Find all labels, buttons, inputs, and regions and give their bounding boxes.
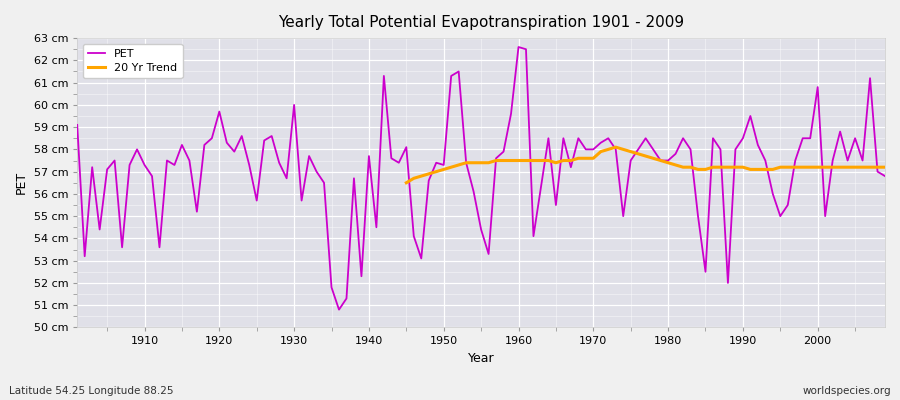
PET xyxy=(334,307,345,312)
PET xyxy=(528,234,539,238)
Text: Latitude 54.25 Longitude 88.25: Latitude 54.25 Longitude 88.25 xyxy=(9,386,174,396)
20 Yr Trend xyxy=(879,165,890,170)
Line: PET: PET xyxy=(77,47,885,310)
Line: 20 Yr Trend: 20 Yr Trend xyxy=(406,147,885,183)
Legend: PET, 20 Yr Trend: PET, 20 Yr Trend xyxy=(83,44,183,78)
20 Yr Trend xyxy=(655,158,666,163)
Y-axis label: PET: PET xyxy=(15,171,28,194)
PET xyxy=(72,122,83,127)
20 Yr Trend xyxy=(400,180,411,185)
20 Yr Trend xyxy=(610,145,621,150)
20 Yr Trend xyxy=(820,165,831,170)
PET xyxy=(617,214,628,218)
PET xyxy=(879,174,890,178)
PET xyxy=(513,45,524,50)
X-axis label: Year: Year xyxy=(468,352,494,365)
PET xyxy=(348,176,359,181)
Title: Yearly Total Potential Evapotranspiration 1901 - 2009: Yearly Total Potential Evapotranspiratio… xyxy=(278,15,684,30)
20 Yr Trend xyxy=(513,158,524,163)
Text: worldspecies.org: worldspecies.org xyxy=(803,386,891,396)
PET xyxy=(520,47,531,52)
20 Yr Trend xyxy=(603,147,614,152)
PET xyxy=(296,198,307,203)
20 Yr Trend xyxy=(865,165,876,170)
20 Yr Trend xyxy=(543,158,553,163)
PET xyxy=(131,147,142,152)
